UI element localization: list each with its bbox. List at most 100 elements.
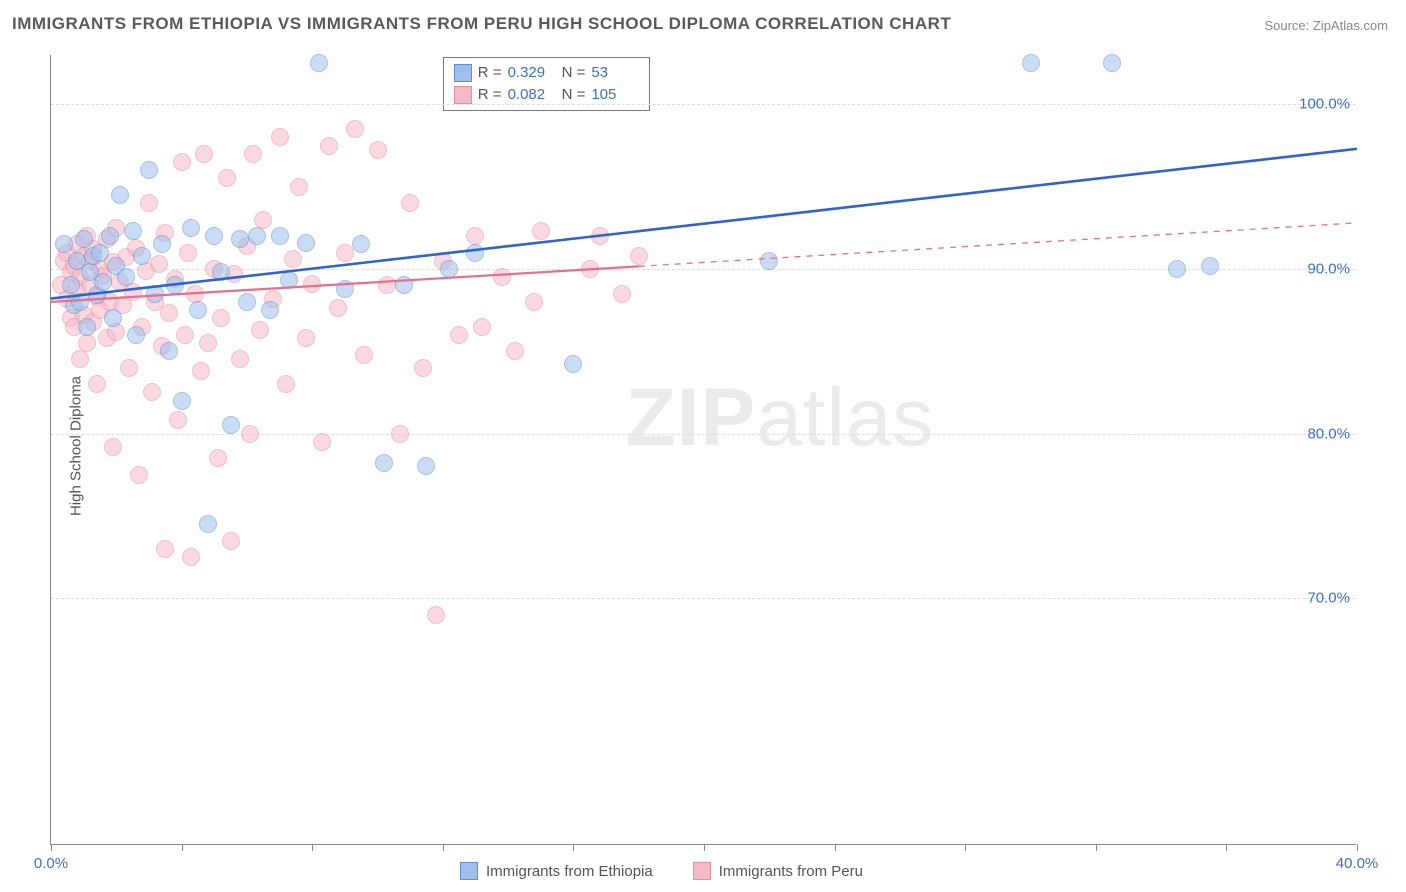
x-tick [443, 844, 444, 851]
data-point [160, 342, 178, 360]
data-point [71, 350, 89, 368]
data-point [369, 141, 387, 159]
data-point [760, 252, 778, 270]
data-point [160, 304, 178, 322]
data-point [564, 355, 582, 373]
data-point [222, 532, 240, 550]
gridline [51, 598, 1356, 599]
data-point [254, 211, 272, 229]
data-point [166, 276, 184, 294]
data-point [156, 540, 174, 558]
legend-n-label: N = [562, 62, 586, 84]
data-point [78, 318, 96, 336]
data-point [336, 244, 354, 262]
data-point [248, 227, 266, 245]
x-tick [573, 844, 574, 851]
source-link[interactable]: ZipAtlas.com [1313, 18, 1388, 33]
data-point [212, 309, 230, 327]
y-tick-label: 80.0% [1307, 425, 1350, 442]
legend-r-label: R = [478, 62, 502, 84]
data-point [1168, 260, 1186, 278]
data-point [231, 230, 249, 248]
data-point [153, 235, 171, 253]
legend-row: R =0.329N =53 [454, 62, 640, 84]
data-point [277, 375, 295, 393]
data-point [271, 128, 289, 146]
x-tick [312, 844, 313, 851]
legend-swatch [693, 862, 711, 880]
gridline [51, 104, 1356, 105]
source-label: Source: ZipAtlas.com [1264, 18, 1388, 33]
data-point [130, 466, 148, 484]
data-point [186, 285, 204, 303]
data-point [450, 326, 468, 344]
legend-swatch [454, 86, 472, 104]
x-tick [835, 844, 836, 851]
legend-n-value: 105 [591, 84, 639, 106]
data-point [375, 454, 393, 472]
data-point [581, 260, 599, 278]
data-point [313, 433, 331, 451]
data-point [1103, 54, 1121, 72]
data-point [352, 235, 370, 253]
data-point [241, 425, 259, 443]
data-point [613, 285, 631, 303]
data-point [378, 276, 396, 294]
data-point [310, 54, 328, 72]
data-point [71, 293, 89, 311]
data-point [346, 120, 364, 138]
data-point [1022, 54, 1040, 72]
data-point [355, 346, 373, 364]
chart-container: IMMIGRANTS FROM ETHIOPIA VS IMMIGRANTS F… [0, 0, 1406, 892]
data-point [297, 329, 315, 347]
data-point [120, 359, 138, 377]
data-point [329, 299, 347, 317]
data-point [150, 255, 168, 273]
data-point [473, 318, 491, 336]
data-point [192, 362, 210, 380]
data-point [104, 309, 122, 327]
data-point [117, 268, 135, 286]
data-point [320, 137, 338, 155]
data-point [55, 235, 73, 253]
x-tick [1096, 844, 1097, 851]
trend-lines [51, 55, 1357, 845]
legend-n-label: N = [562, 84, 586, 106]
data-point [101, 227, 119, 245]
legend-r-value: 0.329 [508, 62, 556, 84]
data-point [94, 273, 112, 291]
data-point [525, 293, 543, 311]
data-point [414, 359, 432, 377]
data-point [251, 321, 269, 339]
data-point [218, 169, 236, 187]
x-tick-label: 40.0% [1336, 855, 1379, 872]
data-point [91, 244, 109, 262]
data-point [532, 222, 550, 240]
data-point [297, 234, 315, 252]
data-point [290, 178, 308, 196]
data-point [169, 411, 187, 429]
legend-swatch [454, 64, 472, 82]
data-point [630, 247, 648, 265]
correlation-legend: R =0.329N =53R =0.082N =105 [443, 57, 651, 111]
data-point [146, 285, 164, 303]
x-tick [182, 844, 183, 851]
data-point [75, 230, 93, 248]
data-point [182, 219, 200, 237]
y-tick-label: 70.0% [1307, 590, 1350, 607]
data-point [261, 301, 279, 319]
data-point [401, 194, 419, 212]
data-point [195, 145, 213, 163]
series-legend: Immigrants from EthiopiaImmigrants from … [460, 862, 863, 880]
data-point [395, 276, 413, 294]
data-point [222, 416, 240, 434]
data-point [176, 326, 194, 344]
data-point [205, 227, 223, 245]
x-tick [1357, 844, 1358, 851]
data-point [284, 250, 302, 268]
data-point [199, 515, 217, 533]
x-tick [704, 844, 705, 851]
data-point [244, 145, 262, 163]
legend-series-name: Immigrants from Ethiopia [486, 863, 653, 880]
watermark: ZIPatlas [626, 371, 935, 465]
